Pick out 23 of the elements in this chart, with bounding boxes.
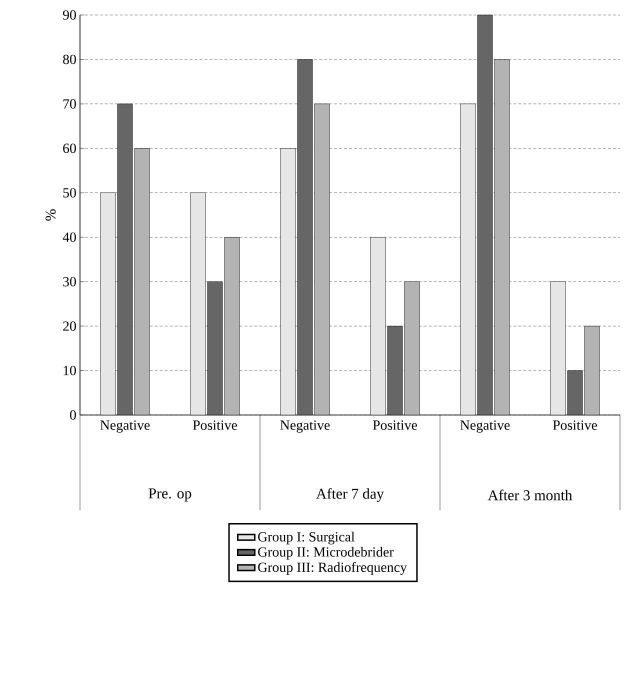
x-tick-label: Positive bbox=[192, 420, 237, 430]
y-tick-label: 10 bbox=[64, 366, 76, 376]
y-tick-label: 60 bbox=[63, 144, 76, 154]
legend-label: Group III: Radiofrequency bbox=[258, 562, 407, 575]
legend-label: Group II: Microdebrider bbox=[258, 546, 394, 560]
y-tick-label: 30 bbox=[63, 276, 76, 286]
x-tick-label: Negative bbox=[280, 420, 330, 433]
x-tick-label: Negative bbox=[460, 420, 510, 433]
x-tick-label: Positive bbox=[552, 420, 597, 430]
text: After 7 day bbox=[316, 488, 384, 502]
y-tick-label: 0 bbox=[70, 410, 76, 420]
y-tick-label: 70 bbox=[63, 99, 76, 109]
y-tick-label: 90 bbox=[62, 10, 76, 20]
y-tick-label: 50 bbox=[63, 188, 76, 198]
y-axis-title: % bbox=[46, 209, 56, 221]
text: After 3 month bbox=[488, 490, 572, 500]
x-tick-label: Positive bbox=[372, 420, 417, 430]
text: Pre. op bbox=[148, 488, 192, 502]
y-tick-label: 80 bbox=[63, 54, 76, 64]
y-tick-label: 20 bbox=[63, 321, 76, 331]
legend-label: Group I: Surgical bbox=[258, 532, 355, 544]
y-tick-label: 40 bbox=[62, 232, 76, 242]
x-tick-label: Negative bbox=[100, 420, 150, 433]
